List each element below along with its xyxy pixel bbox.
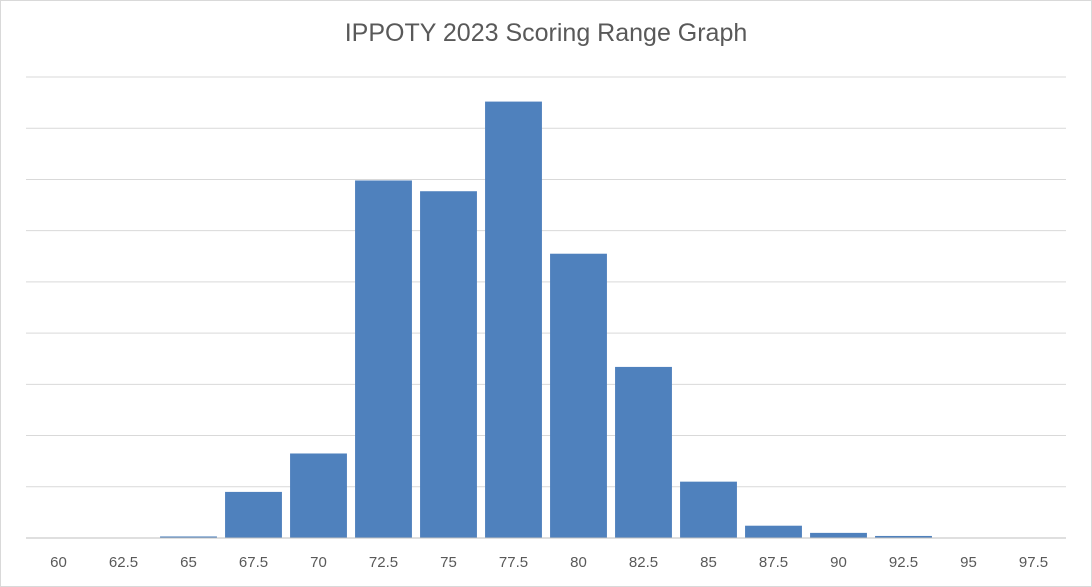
bar-67.5: [225, 491, 282, 538]
x-tick-label: 62.5: [109, 554, 138, 571]
bar-82.5: [615, 366, 672, 538]
x-tick-label: 92.5: [889, 554, 918, 571]
bar-72.5: [355, 180, 412, 539]
bar-90: [810, 532, 867, 538]
gridlines: [26, 76, 1066, 488]
chart-title: IPPOTY 2023 Scoring Range Graph: [344, 19, 748, 47]
bar-87.5: [745, 525, 802, 538]
x-tick-label: 75: [440, 554, 457, 571]
bar-70: [290, 453, 347, 538]
x-tick-label: 77.5: [499, 554, 528, 571]
bar-75: [420, 191, 477, 538]
x-tick-label: 67.5: [239, 554, 268, 571]
bar-80: [550, 253, 607, 538]
x-tick-label: 72.5: [369, 554, 398, 571]
bar-85: [680, 481, 737, 538]
bar-65: [160, 536, 217, 538]
x-tick-label: 60: [50, 554, 67, 571]
x-tick-labels: 60 62.5 65 67.5 70 72.5 75 77.5 80 82.5 85 87.5 90 92…: [50, 554, 1048, 571]
x-tick-label: 82.5: [629, 554, 658, 571]
x-tick-label: 70: [310, 554, 327, 571]
x-tick-label: 87.5: [759, 554, 788, 571]
bar-77.5: [485, 101, 542, 538]
x-tick-label: 80: [570, 554, 587, 571]
x-tick-label: 97.5: [1019, 554, 1048, 571]
x-tick-label: 90: [830, 554, 847, 571]
bars: [160, 101, 932, 539]
x-tick-label: 85: [700, 554, 717, 571]
bar-92.5: [875, 535, 932, 538]
x-tick-label: 95: [960, 554, 977, 571]
x-tick-label: 65: [180, 554, 197, 571]
